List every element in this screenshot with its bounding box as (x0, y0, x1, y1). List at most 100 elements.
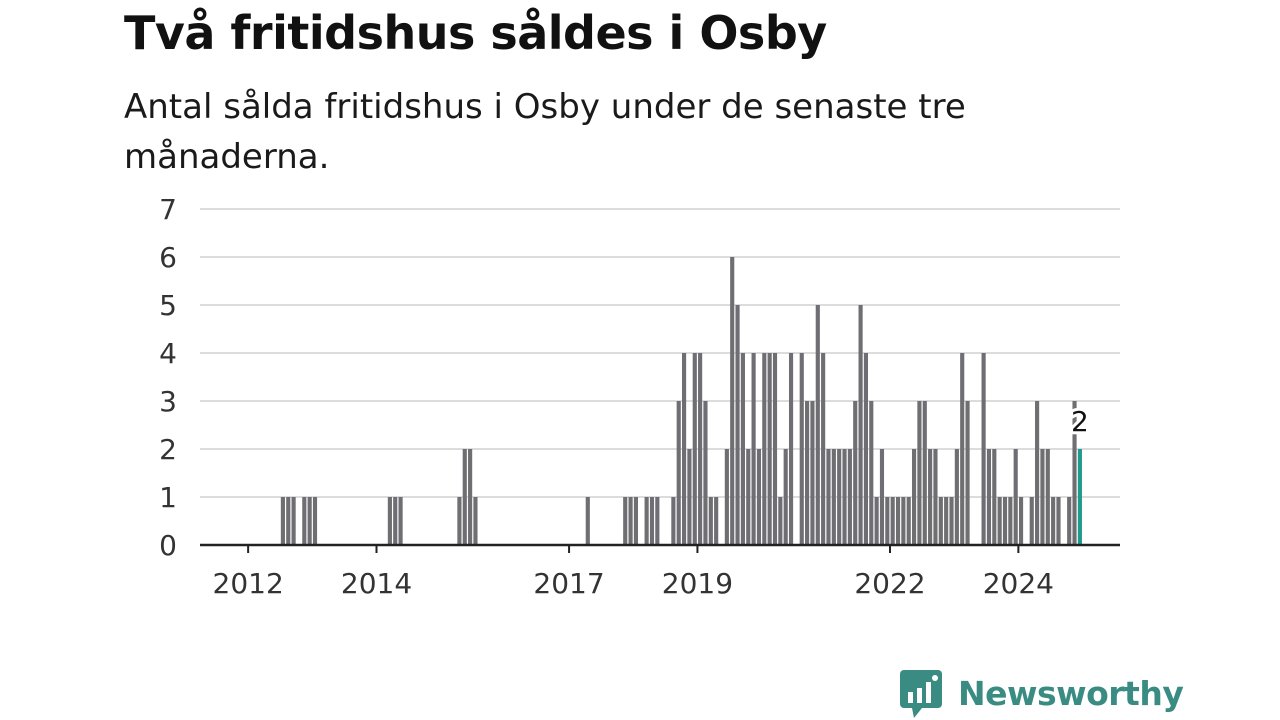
bar (986, 449, 992, 545)
y-tick-label: 1 (159, 481, 177, 514)
y-tick-label: 3 (159, 385, 177, 418)
bar (949, 497, 954, 545)
y-tick-label: 5 (159, 289, 177, 322)
bar (291, 497, 296, 545)
x-tick-label: 2017 (533, 567, 604, 600)
bar (286, 497, 291, 545)
bar (821, 353, 826, 545)
bar (842, 449, 847, 545)
x-axis-labels: 2012 2014 2017 2019 2022 2024 (213, 567, 1054, 600)
bar (772, 353, 778, 545)
bar (805, 401, 810, 545)
bar (944, 497, 949, 545)
bar (633, 497, 639, 545)
bar (783, 449, 788, 545)
bar (649, 497, 655, 545)
bar (1008, 497, 1013, 545)
x-tick-label: 2024 (983, 567, 1054, 600)
bar (280, 497, 285, 545)
bar (767, 353, 772, 545)
bar (724, 449, 729, 545)
bar (1013, 449, 1018, 545)
bar (623, 497, 628, 545)
bar (687, 449, 692, 545)
bar (997, 497, 1002, 545)
bar (644, 497, 649, 545)
bar (815, 305, 820, 545)
bar (671, 497, 676, 545)
bar (1040, 449, 1045, 545)
bar (922, 401, 927, 545)
y-tick-label: 4 (159, 337, 177, 370)
bar (1067, 497, 1072, 545)
bar (901, 497, 906, 545)
bar (698, 353, 703, 545)
bar (831, 449, 836, 545)
bar (676, 401, 681, 545)
bar (756, 449, 762, 545)
bar (885, 497, 890, 545)
bar (917, 401, 922, 545)
bar (1035, 401, 1040, 545)
y-axis-labels: 0 1 2 3 4 5 6 7 (159, 193, 177, 562)
bar (692, 353, 697, 545)
x-tick-label: 2014 (341, 567, 412, 600)
bar (938, 497, 943, 545)
bar (681, 353, 687, 545)
bar (853, 401, 858, 545)
bar (730, 257, 735, 545)
bar (462, 449, 467, 545)
bar (1056, 497, 1061, 545)
x-tick-label: 2019 (662, 567, 733, 600)
bar (911, 449, 917, 545)
bar (954, 449, 959, 545)
y-tick-label: 7 (159, 193, 177, 226)
y-tick-label: 6 (159, 241, 177, 274)
bar (992, 449, 997, 545)
bar (826, 449, 831, 545)
bar (457, 497, 462, 545)
bar (468, 449, 473, 545)
bar (879, 449, 885, 545)
bar (393, 497, 398, 545)
bar (751, 353, 756, 545)
bar-highlight (1077, 449, 1082, 545)
bar (858, 305, 863, 545)
bar (302, 497, 307, 545)
bar (708, 497, 713, 545)
bar (863, 353, 869, 545)
bars (280, 257, 1082, 545)
bar (746, 449, 751, 545)
bar (906, 497, 911, 545)
bar (960, 353, 965, 545)
bar (1029, 497, 1034, 545)
bar (628, 497, 633, 545)
bar (1002, 497, 1008, 545)
newsworthy-logo-icon (900, 670, 942, 718)
bar (307, 497, 312, 545)
bar (981, 353, 986, 545)
bar (1045, 449, 1050, 545)
bar (895, 497, 901, 545)
bar (714, 497, 719, 545)
newsworthy-logo: Newsworthy (900, 668, 1184, 718)
bar (585, 497, 590, 545)
x-tick-label: 2022 (854, 567, 925, 600)
bar (799, 353, 804, 545)
highlight-value-label: 2 (1071, 405, 1089, 438)
y-tick-label: 2 (159, 433, 177, 466)
bar (312, 497, 318, 545)
bar (740, 353, 745, 545)
chart-subtitle: Antal sålda fritidshus i Osby under de s… (124, 87, 966, 177)
bar (1051, 497, 1056, 545)
bar (387, 497, 392, 545)
bar (810, 401, 815, 545)
bar (874, 497, 879, 545)
y-tick-label: 0 (159, 529, 177, 562)
bar (655, 497, 660, 545)
bar (1072, 401, 1077, 545)
bar (869, 401, 874, 545)
bar (965, 401, 970, 545)
bar-chart: 0 1 2 3 4 5 6 7 2012 2014 2017 2019 2022 2024 2 (159, 193, 1120, 600)
bar (778, 497, 783, 545)
